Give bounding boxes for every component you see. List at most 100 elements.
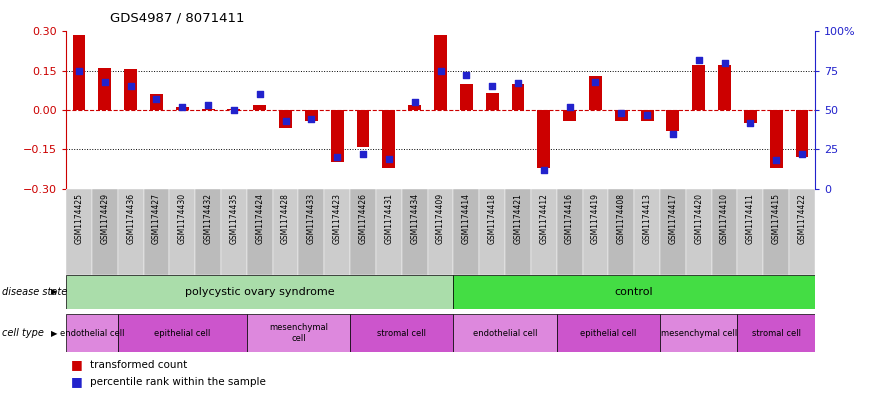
FancyBboxPatch shape	[272, 189, 299, 275]
Point	[459, 72, 473, 79]
FancyBboxPatch shape	[299, 189, 324, 275]
Text: GSM1174420: GSM1174420	[694, 193, 703, 244]
Text: GSM1174432: GSM1174432	[204, 193, 212, 244]
Bar	[666, 110, 679, 131]
Text: GSM1174419: GSM1174419	[591, 193, 600, 244]
FancyBboxPatch shape	[402, 189, 427, 275]
Point	[278, 118, 292, 124]
FancyBboxPatch shape	[737, 314, 815, 352]
Text: GSM1174417: GSM1174417	[669, 193, 677, 244]
FancyBboxPatch shape	[169, 189, 196, 275]
Text: ▶: ▶	[51, 287, 57, 296]
Point	[717, 60, 731, 66]
Text: endothelial cell: endothelial cell	[473, 329, 537, 338]
Text: GSM1174436: GSM1174436	[126, 193, 135, 244]
Bar	[202, 109, 215, 110]
Text: stromal cell: stromal cell	[751, 329, 801, 338]
Text: ■: ■	[70, 358, 82, 371]
FancyBboxPatch shape	[221, 189, 247, 275]
Bar	[254, 105, 266, 110]
Point	[485, 83, 500, 90]
Point	[511, 80, 525, 86]
Text: GSM1174414: GSM1174414	[462, 193, 470, 244]
Bar	[408, 105, 421, 110]
Point	[563, 104, 577, 110]
Text: GSM1174411: GSM1174411	[746, 193, 755, 244]
Bar	[485, 93, 499, 110]
Bar	[537, 110, 551, 168]
FancyBboxPatch shape	[196, 189, 221, 275]
Bar	[615, 110, 627, 121]
FancyBboxPatch shape	[531, 189, 557, 275]
Text: GSM1174429: GSM1174429	[100, 193, 109, 244]
Text: GSM1174408: GSM1174408	[617, 193, 626, 244]
Point	[304, 116, 318, 123]
Text: disease state: disease state	[2, 287, 67, 297]
Point	[795, 151, 809, 157]
Bar	[382, 110, 396, 168]
Point	[175, 104, 189, 110]
FancyBboxPatch shape	[66, 189, 92, 275]
Bar	[176, 107, 189, 110]
Point	[227, 107, 241, 113]
FancyBboxPatch shape	[454, 189, 479, 275]
Point	[72, 68, 86, 74]
Text: ■: ■	[70, 375, 82, 389]
Point	[150, 96, 164, 102]
Point	[614, 110, 628, 116]
Point	[123, 83, 137, 90]
Bar	[589, 76, 602, 110]
Bar	[512, 84, 524, 110]
Bar	[770, 110, 782, 168]
Bar	[279, 110, 292, 129]
Bar	[640, 110, 654, 121]
Bar	[305, 110, 318, 121]
Point	[356, 151, 370, 157]
Point	[98, 79, 112, 85]
Bar	[692, 66, 705, 110]
Point	[537, 167, 551, 173]
Point	[433, 68, 448, 74]
Bar	[124, 70, 137, 110]
FancyBboxPatch shape	[144, 189, 169, 275]
Text: GSM1174428: GSM1174428	[281, 193, 290, 244]
FancyBboxPatch shape	[505, 189, 531, 275]
FancyBboxPatch shape	[789, 189, 815, 275]
FancyBboxPatch shape	[582, 189, 609, 275]
Bar	[227, 109, 241, 110]
Text: endothelial cell: endothelial cell	[60, 329, 124, 338]
FancyBboxPatch shape	[737, 189, 763, 275]
Text: GSM1174422: GSM1174422	[797, 193, 806, 244]
FancyBboxPatch shape	[454, 314, 557, 352]
FancyBboxPatch shape	[660, 189, 685, 275]
Bar	[150, 94, 163, 110]
Text: transformed count: transformed count	[90, 360, 187, 370]
Point	[769, 157, 783, 163]
Bar	[718, 66, 731, 110]
Text: GSM1174435: GSM1174435	[229, 193, 239, 244]
FancyBboxPatch shape	[247, 314, 350, 352]
Text: GSM1174433: GSM1174433	[307, 193, 316, 244]
Point	[640, 112, 654, 118]
Text: GSM1174423: GSM1174423	[333, 193, 342, 244]
Text: GSM1174431: GSM1174431	[384, 193, 393, 244]
FancyBboxPatch shape	[763, 189, 789, 275]
Text: percentile rank within the sample: percentile rank within the sample	[90, 377, 266, 387]
Text: GSM1174434: GSM1174434	[411, 193, 419, 244]
FancyBboxPatch shape	[118, 189, 144, 275]
Text: GDS4987 / 8071411: GDS4987 / 8071411	[110, 12, 245, 25]
Point	[201, 102, 215, 108]
FancyBboxPatch shape	[66, 275, 454, 309]
FancyBboxPatch shape	[609, 189, 634, 275]
Text: cell type: cell type	[2, 328, 44, 338]
Point	[330, 154, 344, 160]
Point	[253, 91, 267, 97]
Text: epithelial cell: epithelial cell	[154, 329, 211, 338]
FancyBboxPatch shape	[66, 314, 118, 352]
Bar	[796, 110, 809, 157]
Bar	[72, 35, 85, 110]
Text: GSM1174410: GSM1174410	[720, 193, 729, 244]
Text: GSM1174427: GSM1174427	[152, 193, 161, 244]
Text: mesenchymal cell: mesenchymal cell	[661, 329, 737, 338]
FancyBboxPatch shape	[350, 189, 376, 275]
